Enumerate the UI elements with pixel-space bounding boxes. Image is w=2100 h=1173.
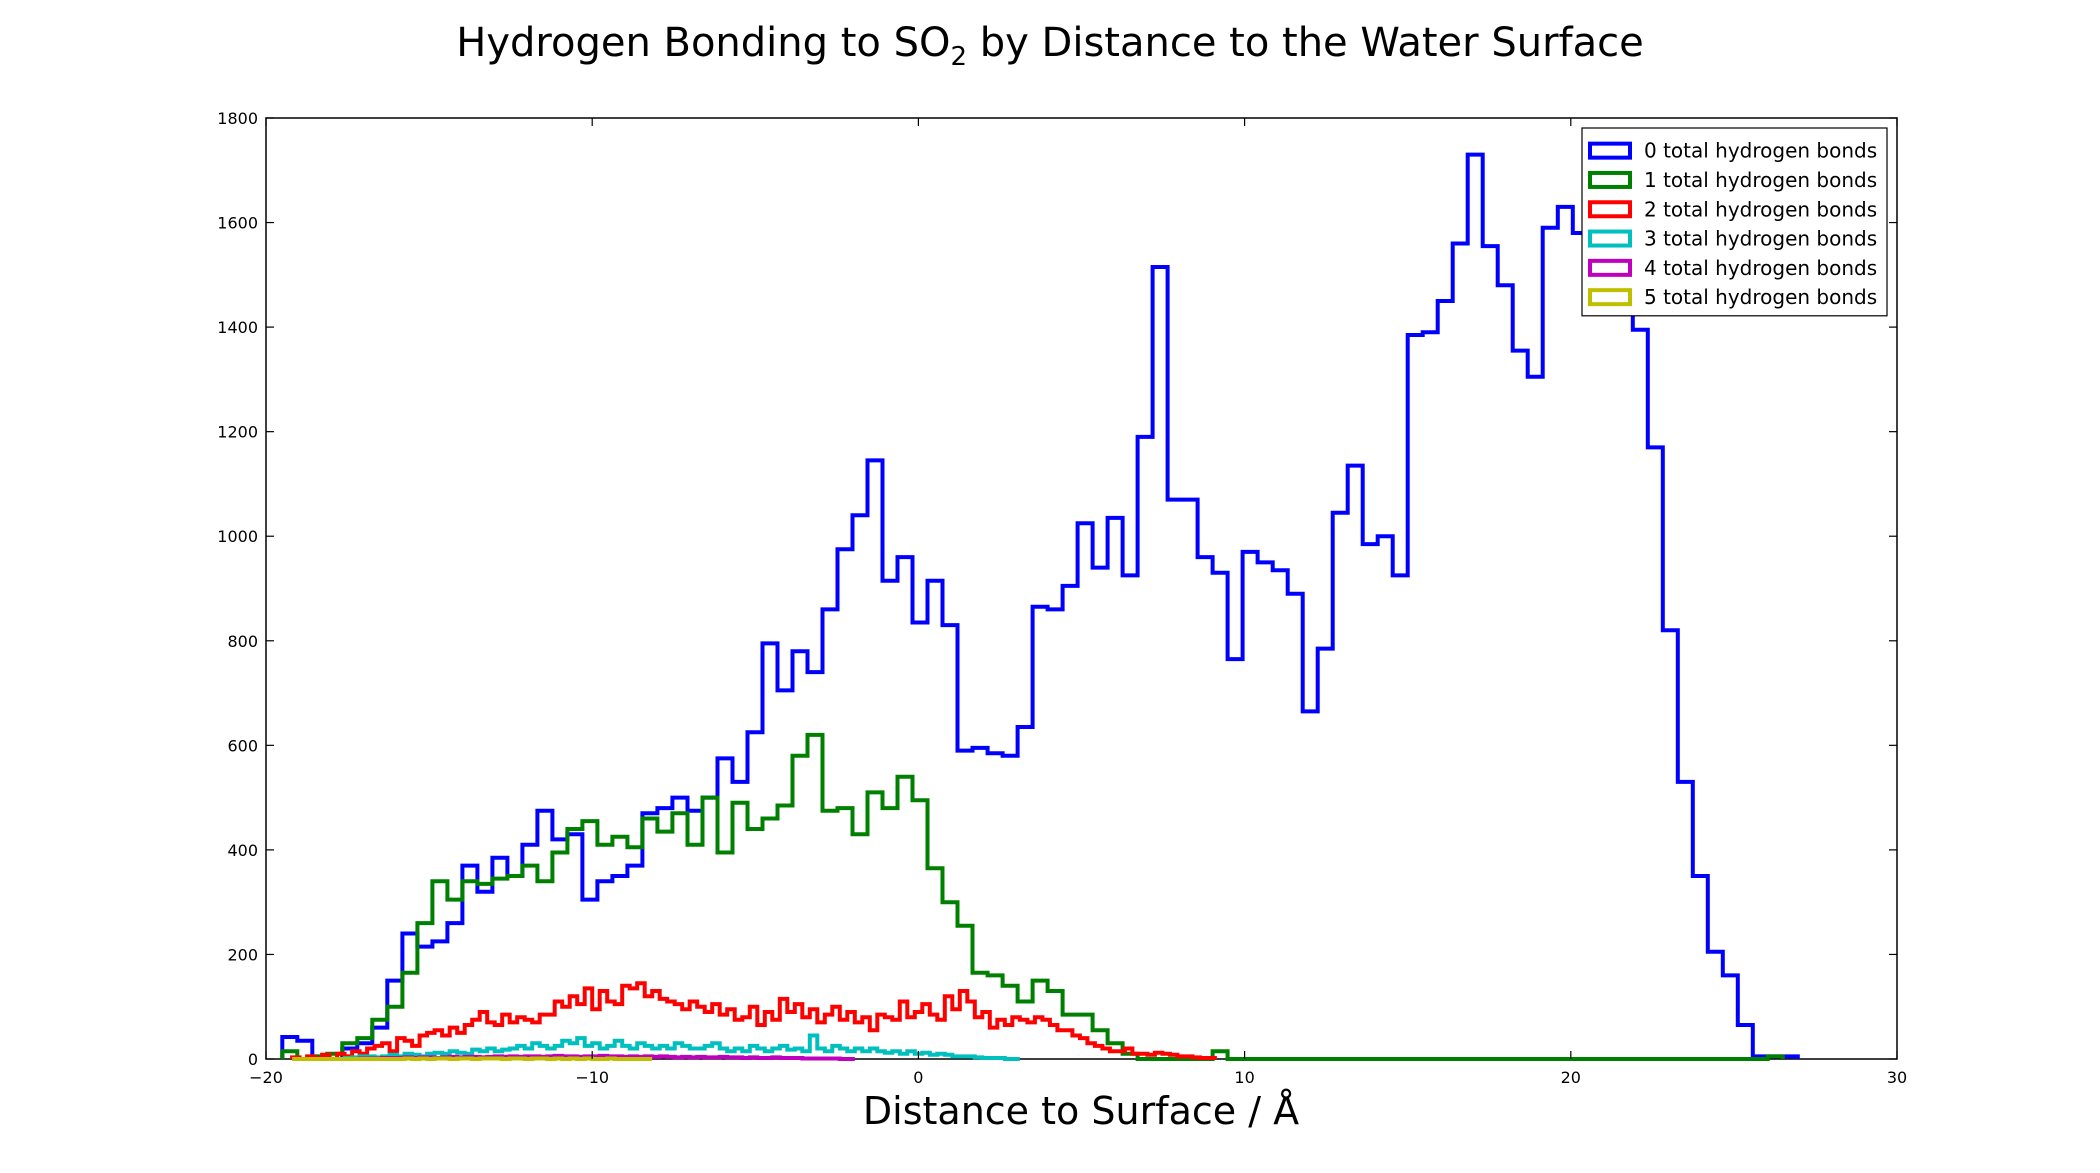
y-tick-label: 400: [227, 841, 258, 860]
y-tick-label: 1600: [217, 214, 258, 233]
chart-title-subscript: 2: [950, 42, 967, 72]
series-1-line: [280, 732, 1785, 1061]
legend-label: 2 total hydrogen bonds: [1644, 197, 1877, 221]
y-tick-label: 600: [227, 736, 258, 755]
x-tick-label: 0: [913, 1068, 923, 1087]
x-tick-label: −10: [575, 1068, 609, 1087]
legend-box: [1581, 127, 1888, 317]
legend-label: 1 total hydrogen bonds: [1644, 168, 1877, 192]
y-tick-label: 1000: [217, 527, 258, 546]
y-tick-label: 0: [248, 1050, 258, 1069]
x-tick-label: 30: [1887, 1068, 1907, 1087]
chart-title: Hydrogen Bonding to SO2 by Distance to t…: [456, 20, 1643, 72]
legend-label: 0 total hydrogen bonds: [1644, 139, 1877, 163]
x-tick-label: 20: [1561, 1068, 1581, 1087]
x-axis-label: Distance to Surface / Å: [863, 1089, 1299, 1133]
y-tick-label: 1800: [217, 109, 258, 128]
legend-label: 5 total hydrogen bonds: [1644, 285, 1877, 309]
tick-layer: −20 −10 0 10 20 30 0 200 400 600 800 1000 1200 1400 16…: [217, 109, 1907, 1087]
series-3-line: [292, 1033, 1020, 1061]
legend-swatch: [1588, 258, 1632, 277]
series-layer: [280, 152, 1800, 1061]
x-tick-label: 10: [1234, 1068, 1254, 1087]
series-0-line: [280, 152, 1800, 1061]
legend-swatch: [1588, 229, 1632, 248]
legend-swatch: [1588, 288, 1632, 307]
legend: 0 total hydrogen bonds 1 total hydrogen b…: [1581, 127, 1888, 317]
series-5-line: [292, 1056, 653, 1061]
legend-swatch: [1588, 170, 1632, 189]
legend-swatch: [1588, 141, 1632, 160]
y-tick-label: 1400: [217, 318, 258, 337]
y-tick-label: 1200: [217, 423, 258, 442]
y-tick-label: 200: [227, 945, 258, 964]
x-tick-label: −20: [249, 1068, 283, 1087]
series-2-line: [290, 981, 1217, 1061]
legend-swatch: [1588, 200, 1632, 219]
legend-label: 4 total hydrogen bonds: [1644, 256, 1877, 280]
legend-label: 3 total hydrogen bonds: [1644, 227, 1877, 251]
chart-title-rest: by Distance to the Water Surface: [967, 20, 1644, 66]
y-tick-label: 800: [227, 632, 258, 651]
chart-title-main: Hydrogen Bonding to SO: [456, 20, 950, 66]
